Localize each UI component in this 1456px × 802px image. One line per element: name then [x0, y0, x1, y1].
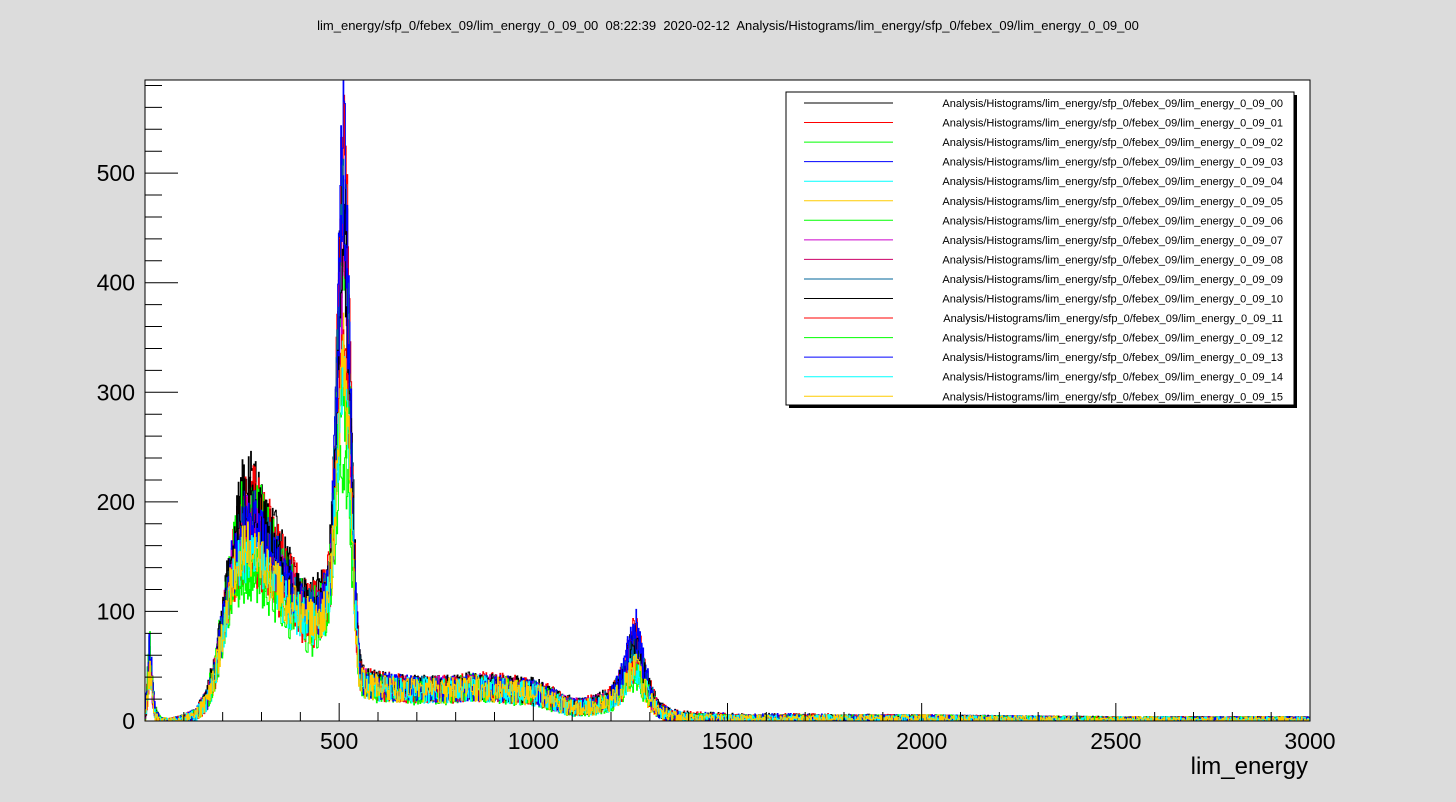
legend-label: Analysis/Histograms/lim_energy/sfp_0/feb…: [943, 313, 1283, 325]
x-axis-title: lim_energy: [1191, 753, 1308, 780]
legend-label: Analysis/Histograms/lim_energy/sfp_0/feb…: [942, 118, 1283, 130]
legend-box: [785, 91, 1295, 406]
x-tick-label: 1000: [508, 728, 559, 754]
x-tick-label: 1500: [702, 728, 753, 754]
legend-entries: Analysis/Histograms/lim_energy/sfp_0/feb…: [804, 98, 1283, 403]
x-axis: 500 1000 1500 2000 2500 3000: [183, 703, 1336, 754]
legend-label: Analysis/Histograms/lim_energy/sfp_0/feb…: [942, 274, 1283, 286]
legend-label: Analysis/Histograms/lim_energy/sfp_0/feb…: [942, 215, 1283, 227]
y-tick-label: 100: [97, 598, 135, 624]
legend-label: Analysis/Histograms/lim_energy/sfp_0/feb…: [942, 391, 1283, 403]
legend-label: Analysis/Histograms/lim_energy/sfp_0/feb…: [942, 294, 1283, 306]
legend-label: Analysis/Histograms/lim_energy/sfp_0/feb…: [942, 157, 1283, 169]
y-axis: 0 100 200 300 400 500: [97, 84, 178, 734]
y-tick-label: 200: [97, 489, 135, 515]
legend-label: Analysis/Histograms/lim_energy/sfp_0/feb…: [942, 235, 1283, 247]
chart-title: lim_energy/sfp_0/febex_09/lim_energy_0_0…: [317, 18, 1139, 33]
legend-label: Analysis/Histograms/lim_energy/sfp_0/feb…: [942, 352, 1283, 364]
y-tick-label: 0: [122, 708, 135, 734]
x-tick-label: 2000: [896, 728, 947, 754]
x-tick-label: 500: [320, 728, 358, 754]
y-tick-label: 500: [97, 160, 135, 186]
legend-label: Analysis/Histograms/lim_energy/sfp_0/feb…: [942, 137, 1283, 149]
legend-label: Analysis/Histograms/lim_energy/sfp_0/feb…: [942, 333, 1283, 345]
series-line: [144, 334, 1310, 722]
y-tick-label: 400: [97, 270, 135, 296]
legend: Analysis/Histograms/lim_energy/sfp_0/feb…: [785, 91, 1297, 408]
legend-label: Analysis/Histograms/lim_energy/sfp_0/feb…: [942, 98, 1283, 110]
legend-label: Analysis/Histograms/lim_energy/sfp_0/feb…: [942, 176, 1283, 188]
y-tick-label: 300: [97, 379, 135, 405]
legend-label: Analysis/Histograms/lim_energy/sfp_0/feb…: [942, 254, 1283, 266]
x-tick-label: 2500: [1090, 728, 1141, 754]
legend-label: Analysis/Histograms/lim_energy/sfp_0/feb…: [942, 196, 1283, 208]
legend-label: Analysis/Histograms/lim_energy/sfp_0/feb…: [942, 372, 1283, 384]
x-tick-label: 3000: [1284, 728, 1335, 754]
